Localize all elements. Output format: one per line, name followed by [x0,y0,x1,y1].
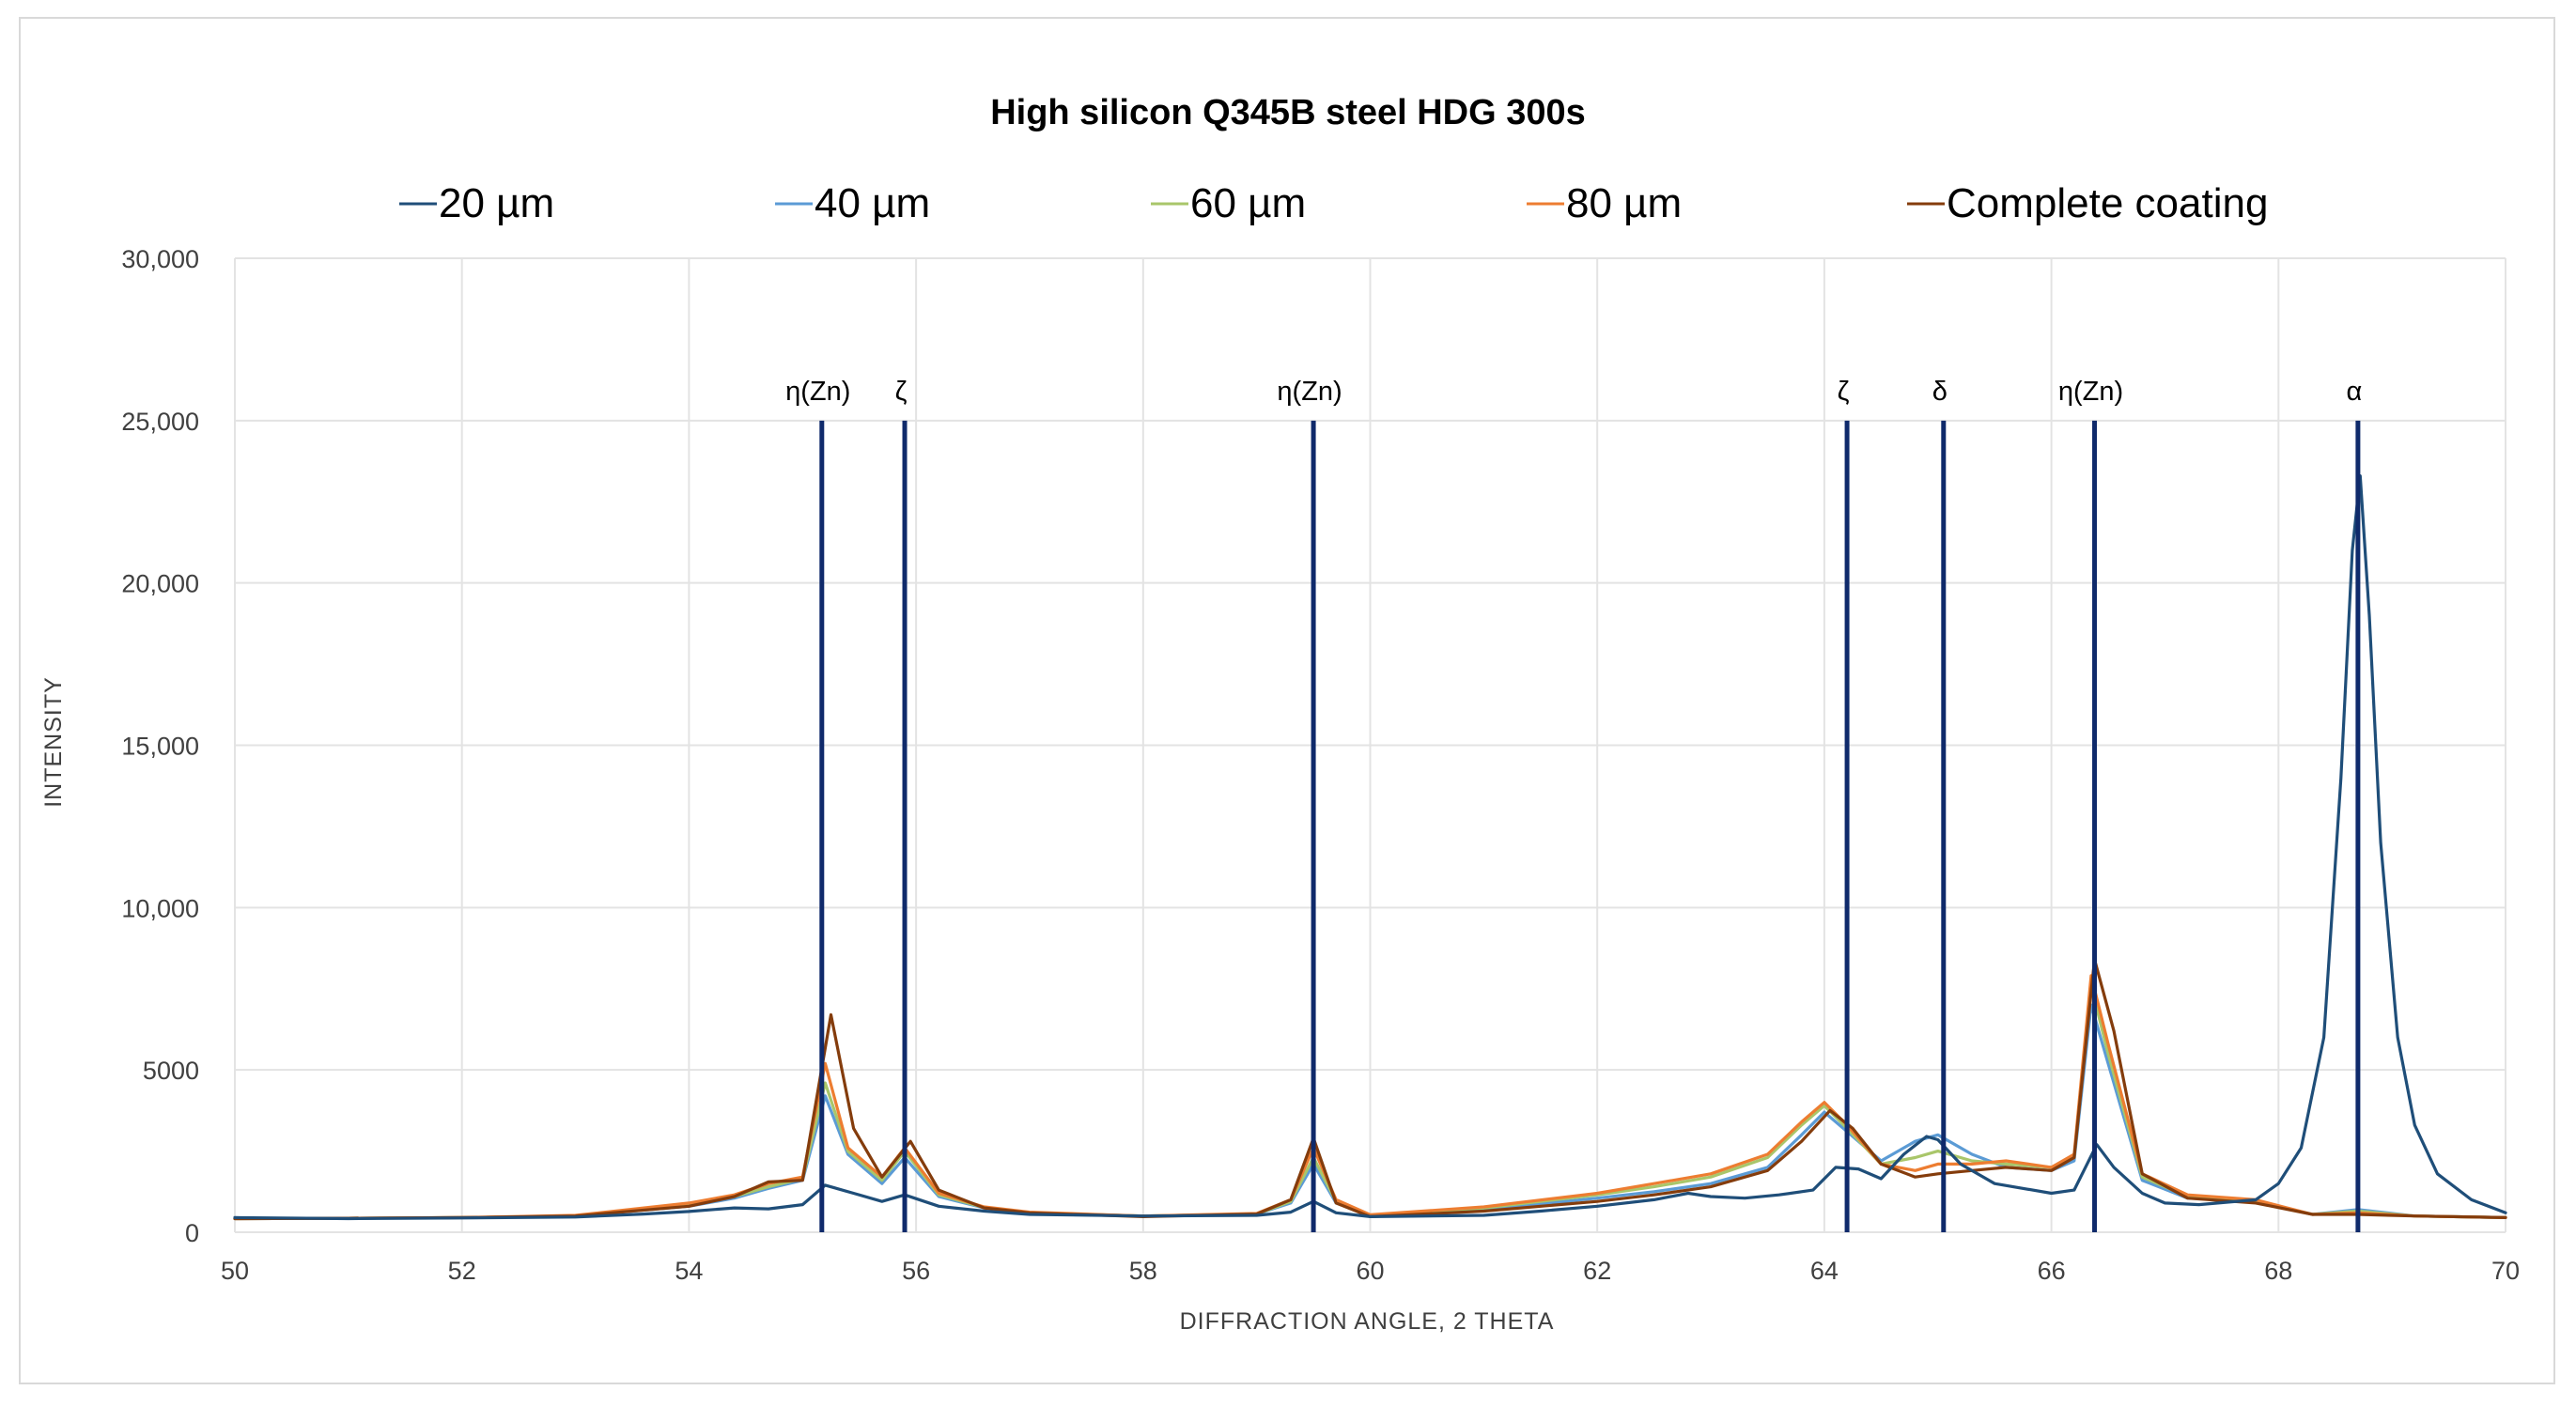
y-tick-label: 0 [185,1219,199,1247]
x-tick-labels: 50 52 54 56 58 60 62 64 66 68 70 [221,1257,2520,1285]
series-line [233,474,2507,1221]
y-axis-label: INTENSITY [40,676,67,808]
chart-frame [19,17,2555,1384]
legend: 20 µm 40 µm 60 µm 80 µm Complete coating [399,180,2268,226]
y-tick-label: 15,000 [121,733,199,761]
x-tick-label: 68 [2264,1257,2292,1285]
x-tick-label: 50 [221,1257,249,1285]
series-line [233,957,2507,1221]
phase-label: δ [1932,377,1948,407]
phase-label: η(Zn) [785,377,850,407]
x-tick-label: 64 [1810,1257,1839,1285]
legend-label: 20 µm [439,180,554,226]
x-axis-label: DIFFRACTION ANGLE, 2 THETA [1180,1308,1555,1335]
legend-item: 20 µm [399,180,554,226]
x-tick-label: 58 [1129,1257,1157,1285]
x-tick-label: 60 [1356,1257,1384,1285]
legend-item: 40 µm [775,180,930,226]
phase-label: α [2347,377,2363,407]
x-tick-label: 66 [2038,1257,2066,1285]
legend-label: 40 µm [815,180,930,226]
y-tick-label: 30,000 [121,245,199,273]
y-tick-label: 25,000 [121,408,199,436]
grid-lines [234,257,2506,1233]
x-tick-label: 70 [2491,1257,2520,1285]
x-tick-label: 52 [448,1257,476,1285]
phase-label: η(Zn) [1277,377,1342,407]
legend-item: 60 µm [1151,180,1306,226]
reference-lines: η(Zn) ζ η(Zn) ζ δ η(Zn) α [785,377,2362,1232]
phase-label: ζ [1838,377,1850,407]
x-tick-label: 62 [1583,1257,1611,1285]
series-layer [233,474,2507,1221]
x-tick-label: 54 [675,1257,703,1285]
phase-label: ζ [895,377,908,407]
y-tick-label: 10,000 [121,894,199,922]
legend-item: Complete coating [1907,180,2268,226]
y-tick-labels: 0 5000 10,000 15,000 20,000 25,000 30,000 [121,245,199,1247]
y-tick-label: 5000 [143,1057,199,1085]
legend-item: 80 µm [1527,180,1682,226]
legend-label: 80 µm [1566,180,1682,226]
legend-label: 60 µm [1190,180,1306,226]
x-tick-label: 56 [902,1257,930,1285]
chart-title: High silicon Q345B steel HDG 300s [990,93,1586,132]
y-tick-label: 20,000 [121,570,199,598]
phase-label: η(Zn) [2058,377,2123,407]
legend-label: Complete coating [1947,180,2268,226]
